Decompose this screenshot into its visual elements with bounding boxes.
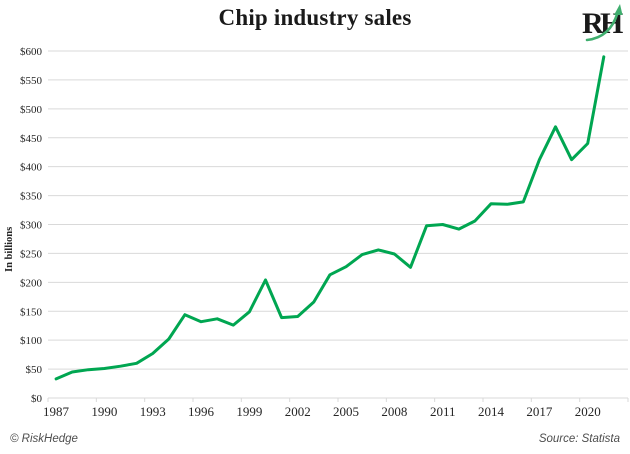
logo-letter-r: R (582, 7, 604, 40)
y-axis-tick-label: $600 (20, 46, 43, 58)
y-axis-tick-label: $450 (20, 133, 43, 145)
x-axis-tick-label: 2014 (478, 404, 505, 419)
y-axis-tick-label: $300 (20, 220, 43, 232)
y-axis-tick-label: $150 (20, 306, 43, 318)
y-axis-tick-label: $200 (20, 277, 43, 289)
chart-title: Chip industry sales (218, 5, 412, 30)
logo-arrowhead-icon (614, 4, 623, 15)
x-axis-tick-label: 2008 (381, 404, 407, 419)
y-axis-tick-label: $250 (20, 248, 43, 260)
x-axis-tick-label: 1987 (43, 404, 70, 419)
x-axis-tick-label: 1993 (140, 404, 166, 419)
x-axis-tick-label: 2011 (430, 404, 456, 419)
y-axis-tick-label: $0 (31, 393, 43, 405)
y-axis-tick-label: $100 (20, 335, 43, 347)
x-axis-tick-label: 1996 (188, 404, 215, 419)
sales-line-chart: $0 $50 $100 $150 $200 $250 $300 $350 $400 $450 $50… (4, 46, 629, 419)
chart-footer: © RiskHedge Source: Statista (10, 433, 620, 445)
sales-line-series (54, 55, 606, 381)
source-text: Source: Statista (538, 433, 620, 445)
x-axis-tick-label: 2020 (575, 404, 601, 419)
y-axis-title: In billions (4, 227, 15, 272)
y-axis-tick-label: $500 (20, 104, 43, 116)
y-axis-tick-label: $50 (26, 364, 43, 376)
y-axis-tick-label: $550 (20, 75, 43, 87)
x-axis-tick-label: 1990 (91, 404, 117, 419)
riskhedge-logo: R H (582, 4, 623, 42)
y-axis-tick-label: $350 (20, 191, 43, 203)
x-axis-tick-label: 1999 (236, 404, 262, 419)
logo-swoosh-icon (585, 11, 619, 42)
y-axis-tick-label: $400 (20, 162, 43, 174)
copyright-text: © RiskHedge (10, 433, 78, 445)
x-axis-tick-label: 2005 (333, 404, 359, 419)
x-axis-tick-label: 2017 (526, 404, 553, 419)
x-axis-tick-label: 2002 (285, 404, 311, 419)
